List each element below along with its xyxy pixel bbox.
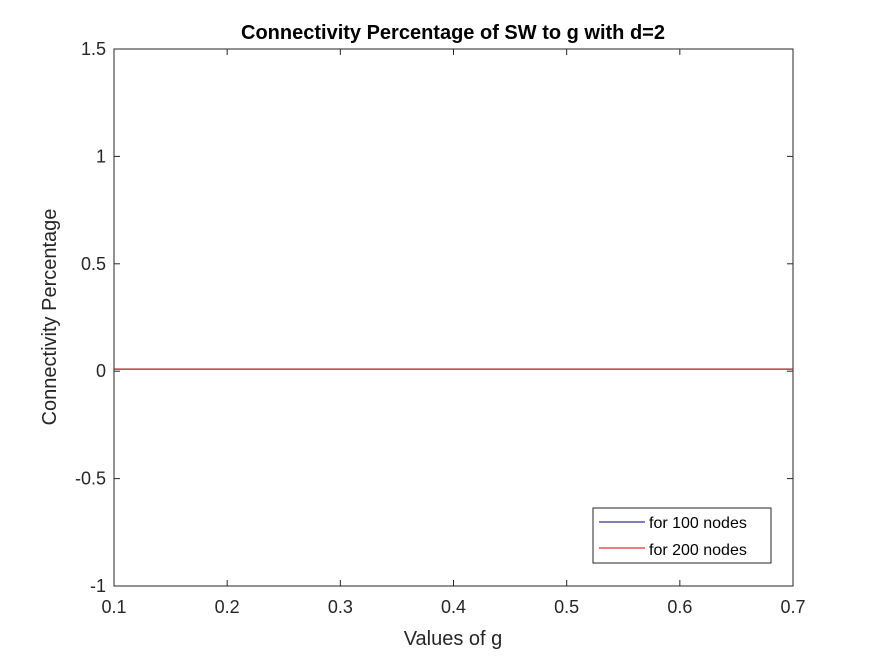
y-tick-label: 0: [96, 361, 106, 381]
y-tick-label: 1.5: [81, 39, 106, 59]
legend: for 100 nodes for 200 nodes: [592, 507, 772, 564]
y-tick-label: 1: [96, 146, 106, 166]
legend-label-100-nodes: for 100 nodes: [649, 515, 747, 532]
y-tick-label: 0.5: [81, 254, 106, 274]
x-tick-label: 0.3: [328, 597, 353, 617]
x-tick-label: 0.7: [780, 597, 805, 617]
ticks-layer: 0.1 0.2 0.3 0.4 0.5 0.6 0.7 -1 -0.5 0 0.5 1 1.5: [75, 39, 806, 617]
chart-title: Connectivity Percentage of SW to g with …: [241, 22, 665, 44]
x-axis-label: Values of g: [404, 628, 503, 650]
y-axis-label: Connectivity Percentage: [39, 209, 61, 426]
legend-box: [592, 507, 772, 564]
x-tick-label: 0.5: [554, 597, 579, 617]
plot-area: [113, 48, 794, 587]
x-tick-label: 0.2: [215, 597, 240, 617]
legend-label-200-nodes: for 200 nodes: [649, 542, 747, 559]
x-tick-label: 0.6: [667, 597, 692, 617]
x-tick-label: 0.1: [101, 597, 126, 617]
x-tick-label: 0.4: [441, 597, 466, 617]
y-tick-label: -1: [90, 576, 106, 596]
y-tick-label: -0.5: [75, 469, 106, 489]
